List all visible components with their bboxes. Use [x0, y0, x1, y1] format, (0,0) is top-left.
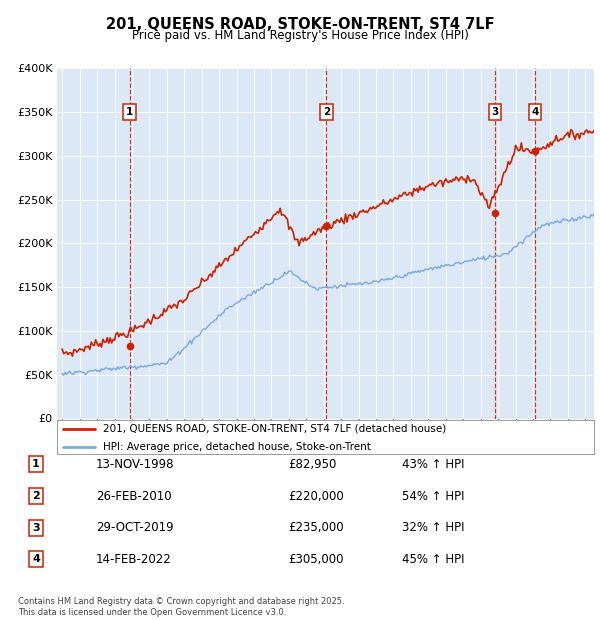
Text: 45% ↑ HPI: 45% ↑ HPI [402, 553, 464, 566]
Text: 1: 1 [126, 107, 133, 117]
Text: 2: 2 [32, 491, 40, 501]
Text: 29-OCT-2019: 29-OCT-2019 [96, 521, 173, 534]
Text: Price paid vs. HM Land Registry's House Price Index (HPI): Price paid vs. HM Land Registry's House … [131, 29, 469, 42]
Text: 26-FEB-2010: 26-FEB-2010 [96, 490, 172, 503]
Text: 54% ↑ HPI: 54% ↑ HPI [402, 490, 464, 503]
Text: 4: 4 [532, 107, 539, 117]
Text: 201, QUEENS ROAD, STOKE-ON-TRENT, ST4 7LF (detached house): 201, QUEENS ROAD, STOKE-ON-TRENT, ST4 7L… [103, 424, 446, 434]
Text: 13-NOV-1998: 13-NOV-1998 [96, 458, 175, 471]
Text: 201, QUEENS ROAD, STOKE-ON-TRENT, ST4 7LF: 201, QUEENS ROAD, STOKE-ON-TRENT, ST4 7L… [106, 17, 494, 32]
Text: 14-FEB-2022: 14-FEB-2022 [96, 553, 172, 566]
Text: £220,000: £220,000 [288, 490, 344, 503]
Text: 3: 3 [32, 523, 40, 533]
Text: 1: 1 [32, 459, 40, 469]
Text: 4: 4 [32, 554, 40, 564]
Text: Contains HM Land Registry data © Crown copyright and database right 2025.
This d: Contains HM Land Registry data © Crown c… [18, 598, 344, 617]
Text: 43% ↑ HPI: 43% ↑ HPI [402, 458, 464, 471]
Text: £235,000: £235,000 [288, 521, 344, 534]
Text: HPI: Average price, detached house, Stoke-on-Trent: HPI: Average price, detached house, Stok… [103, 442, 371, 452]
Text: 2: 2 [323, 107, 330, 117]
Text: £82,950: £82,950 [288, 458, 337, 471]
Text: 32% ↑ HPI: 32% ↑ HPI [402, 521, 464, 534]
Text: £305,000: £305,000 [288, 553, 343, 566]
Text: 3: 3 [491, 107, 499, 117]
